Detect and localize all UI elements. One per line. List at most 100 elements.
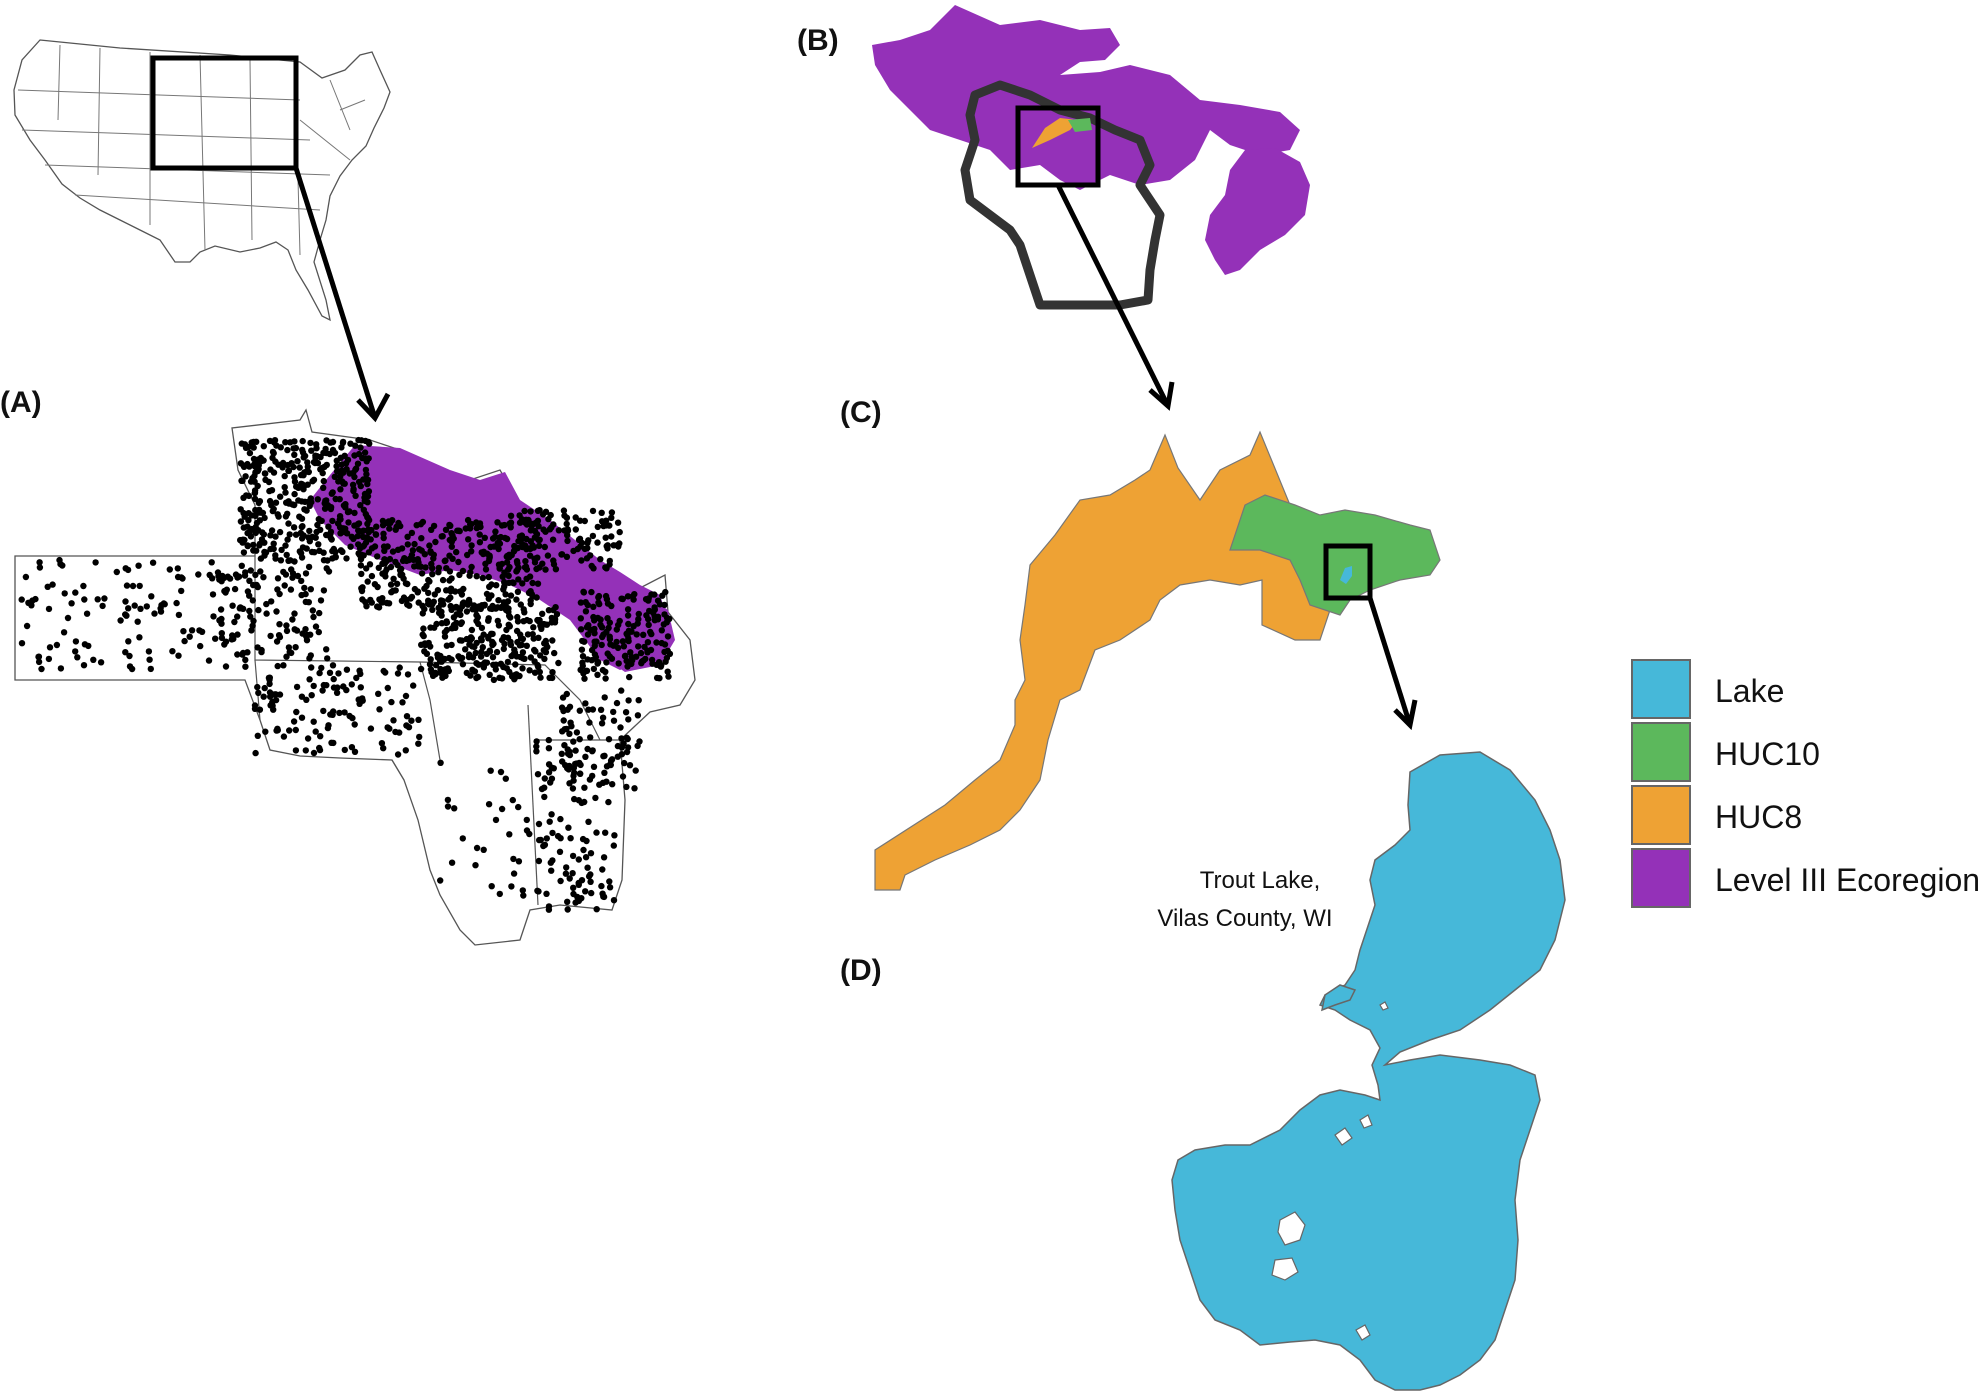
site-point <box>530 542 536 548</box>
site-point <box>415 588 421 594</box>
site-point <box>561 717 567 723</box>
site-point <box>551 650 557 656</box>
site-point <box>615 622 621 628</box>
site-point <box>543 638 549 644</box>
site-point <box>389 517 395 523</box>
site-point <box>253 548 259 554</box>
site-point <box>445 797 451 803</box>
site-point <box>218 606 224 612</box>
site-point <box>457 637 463 643</box>
site-point <box>316 548 322 554</box>
site-point <box>299 715 305 721</box>
site-point <box>551 765 557 771</box>
site-point <box>253 530 259 536</box>
site-point <box>529 591 535 597</box>
site-point <box>38 666 44 672</box>
site-point <box>511 870 517 876</box>
site-point <box>623 709 629 715</box>
site-point <box>347 544 353 550</box>
site-point <box>588 890 594 896</box>
site-point <box>606 736 612 742</box>
site-point <box>406 603 412 609</box>
site-point <box>659 640 665 646</box>
site-point <box>272 555 278 561</box>
site-point <box>528 601 534 607</box>
site-point <box>536 837 542 843</box>
site-point <box>587 879 593 885</box>
site-point <box>416 546 422 552</box>
site-point <box>645 597 651 603</box>
site-point <box>403 693 409 699</box>
site-point <box>301 506 307 512</box>
site-point <box>239 563 245 569</box>
site-point <box>483 566 489 572</box>
site-point <box>608 758 614 764</box>
site-point <box>527 573 533 579</box>
site-point <box>535 523 541 529</box>
site-point <box>316 670 322 676</box>
site-point <box>425 590 431 596</box>
site-point <box>271 469 277 475</box>
site-point <box>415 717 421 723</box>
site-point <box>286 500 292 506</box>
site-point <box>515 618 521 624</box>
site-point <box>273 500 279 506</box>
site-point <box>439 533 445 539</box>
site-point <box>280 662 286 668</box>
site-point <box>379 599 385 605</box>
site-point <box>480 551 486 557</box>
site-point <box>72 589 78 595</box>
site-point <box>578 895 584 901</box>
site-point <box>549 669 555 675</box>
site-point <box>488 581 494 587</box>
site-point <box>640 632 646 638</box>
site-point <box>418 521 424 527</box>
site-point <box>212 636 218 642</box>
site-point <box>479 625 485 631</box>
site-point <box>137 606 143 612</box>
site-point <box>296 514 302 520</box>
site-point <box>268 598 274 604</box>
site-point <box>497 891 503 897</box>
site-point <box>578 557 584 563</box>
site-point <box>269 487 275 493</box>
site-point <box>577 770 583 776</box>
legend-swatch-huc10 <box>1632 723 1690 781</box>
site-point <box>602 694 608 700</box>
site-point <box>516 858 522 864</box>
site-point <box>365 578 371 584</box>
site-point <box>270 449 276 455</box>
site-point <box>439 675 445 681</box>
site-point <box>474 573 480 579</box>
site-point <box>369 573 375 579</box>
site-point <box>522 558 528 564</box>
site-point <box>124 582 130 588</box>
site-point <box>284 536 290 542</box>
site-point <box>61 590 67 596</box>
site-point <box>438 612 444 618</box>
site-point <box>349 715 355 721</box>
site-point <box>495 597 501 603</box>
site-point <box>488 592 494 598</box>
site-point <box>444 643 450 649</box>
site-point <box>536 821 542 827</box>
site-point <box>448 656 454 662</box>
site-point <box>577 667 583 673</box>
site-point <box>522 542 528 548</box>
legend: Lake HUC10 HUC8 Level III Ecoregion <box>1632 660 1980 907</box>
site-point <box>577 736 583 742</box>
site-point <box>478 653 484 659</box>
site-point <box>535 771 541 777</box>
site-point <box>340 683 346 689</box>
site-point <box>136 634 142 640</box>
site-point <box>584 746 590 752</box>
panel-label-a: (A) <box>0 386 42 419</box>
site-point <box>665 669 671 675</box>
site-point <box>358 437 364 443</box>
site-point <box>455 653 461 659</box>
site-point <box>279 464 285 470</box>
site-point <box>549 830 555 836</box>
site-point <box>293 747 299 753</box>
site-point <box>481 847 487 853</box>
site-point <box>615 754 621 760</box>
